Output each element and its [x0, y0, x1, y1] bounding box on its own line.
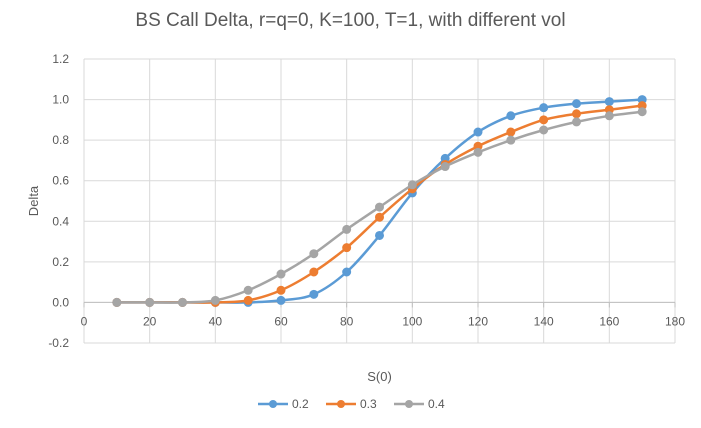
legend-marker-0.3 [337, 400, 345, 408]
data-point-0.3 [276, 285, 286, 295]
legend-label: 0.2 [292, 397, 309, 411]
data-point-0.4 [539, 125, 549, 135]
y-tick-label: 1.2 [52, 52, 69, 66]
legend-label: 0.3 [360, 397, 377, 411]
y-axis-label: Delta [26, 185, 41, 216]
x-tick-label: 100 [402, 314, 422, 328]
data-point-0.4 [604, 111, 614, 121]
data-point-0.4 [178, 297, 187, 307]
data-point-0.4 [112, 297, 122, 307]
y-tick-label: 0.2 [52, 255, 69, 269]
legend-marker-0.2 [269, 400, 277, 408]
data-point-0.4 [572, 117, 581, 127]
legend-label: 0.4 [428, 397, 445, 411]
data-point-0.4 [375, 202, 384, 212]
data-point-0.4 [506, 135, 516, 145]
data-point-0.3 [572, 109, 581, 119]
x-tick-label: 160 [599, 314, 619, 328]
data-point-0.4 [210, 295, 220, 305]
data-point-0.4 [473, 147, 483, 157]
data-point-0.2 [342, 267, 352, 277]
data-point-0.4 [407, 180, 417, 190]
x-tick-label: 120 [468, 314, 488, 328]
data-point-0.3 [375, 212, 384, 222]
data-point-0.4 [243, 285, 253, 295]
series-line-0.2 [116, 98, 643, 304]
data-point-0.3 [243, 295, 253, 305]
data-point-0.4 [309, 249, 319, 259]
x-tick-label: 0 [81, 314, 88, 328]
data-point-0.2 [309, 289, 319, 299]
data-point-0.4 [637, 107, 647, 117]
legend-marker-0.4 [405, 400, 413, 408]
data-point-0.4 [276, 269, 286, 279]
data-point-0.2 [506, 111, 516, 121]
chart-title: BS Call Delta, r=q=0, K=100, T=1, with d… [135, 10, 566, 31]
y-tick-label: 0.4 [52, 214, 69, 228]
data-point-0.2 [539, 103, 549, 113]
x-tick-label: 80 [340, 314, 354, 328]
x-tick-label: 40 [209, 314, 223, 328]
data-point-0.4 [145, 297, 155, 307]
data-point-0.2 [604, 97, 614, 107]
data-point-0.3 [342, 243, 352, 253]
data-point-0.4 [440, 162, 450, 172]
data-point-0.4 [342, 224, 352, 234]
data-point-0.3 [506, 127, 516, 137]
data-point-0.2 [572, 99, 581, 109]
data-point-0.3 [309, 267, 319, 277]
y-tick-label: 0.0 [52, 295, 69, 309]
y-tick-label: 0.8 [52, 133, 69, 147]
y-tick-label: 0.6 [52, 174, 69, 188]
data-point-0.2 [473, 127, 483, 137]
data-point-0.2 [375, 230, 384, 240]
data-point-0.3 [539, 115, 549, 125]
x-tick-label: 20 [143, 314, 157, 328]
y-tick-label: 1.0 [52, 93, 69, 107]
x-tick-label: 60 [274, 314, 288, 328]
data-point-0.2 [276, 295, 286, 305]
y-tick-label: -0.2 [48, 336, 69, 350]
x-tick-label: 180 [665, 314, 685, 328]
x-axis-label: S(0) [367, 369, 392, 384]
x-tick-label: 140 [534, 314, 554, 328]
